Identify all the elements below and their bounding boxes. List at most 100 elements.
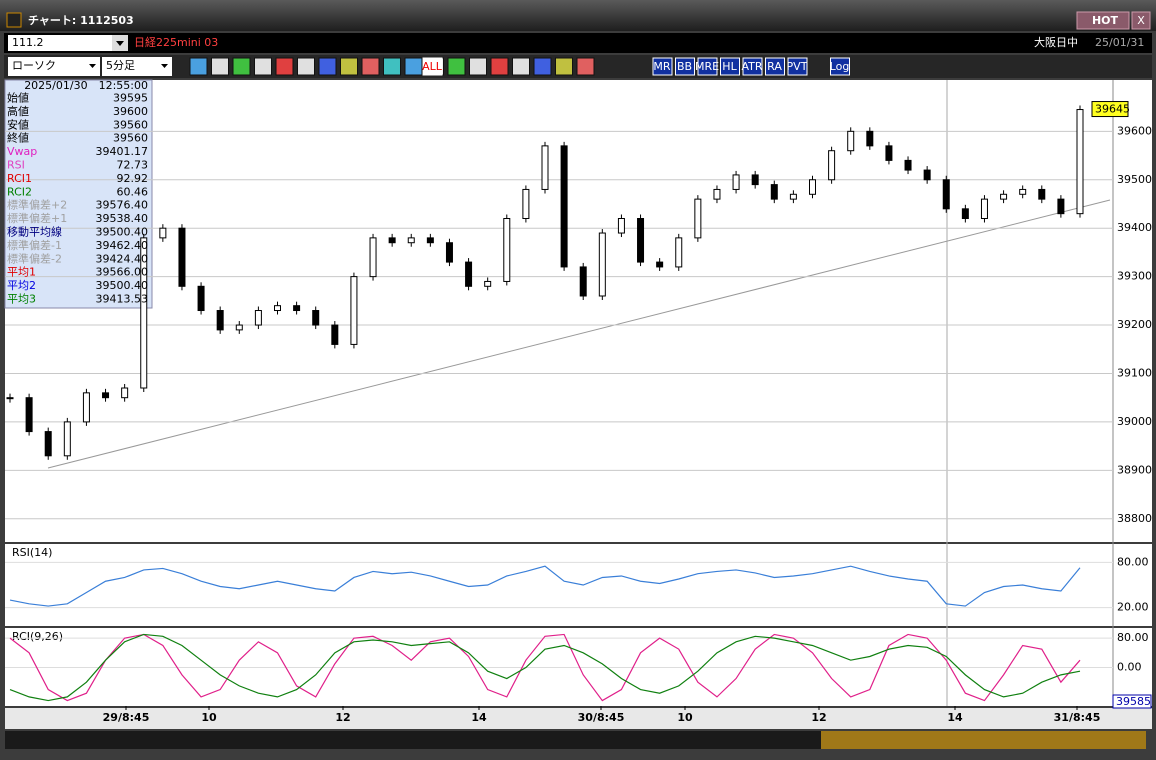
interval-select[interactable] xyxy=(102,57,172,76)
candle xyxy=(197,285,205,312)
tool-icon[interactable] xyxy=(275,57,294,76)
candle xyxy=(770,184,778,200)
tool-icon[interactable] xyxy=(189,57,208,76)
tool-icon[interactable] xyxy=(555,57,573,76)
panel-title: RSI(14) xyxy=(12,546,52,559)
candle xyxy=(1038,188,1046,200)
candle xyxy=(617,218,625,234)
candle xyxy=(656,261,664,268)
tool-button[interactable] xyxy=(675,57,695,76)
tool-label[interactable]: RA xyxy=(767,60,782,73)
hot-button[interactable] xyxy=(1076,11,1130,30)
candle xyxy=(407,237,415,244)
y-tick-label: 0.00 xyxy=(1117,661,1142,674)
code-text[interactable]: 111.2 xyxy=(12,36,44,49)
tool-button[interactable] xyxy=(830,57,850,76)
info-value: 39576.40 xyxy=(96,199,149,212)
y-tick-label: 20.00 xyxy=(1117,601,1149,614)
scroll-track[interactable] xyxy=(5,731,821,749)
x-tick-label: 30/8:45 xyxy=(578,711,625,724)
tool-icon[interactable] xyxy=(383,57,401,76)
tool-button[interactable] xyxy=(697,57,718,76)
tool-icon[interactable] xyxy=(211,57,229,76)
candle xyxy=(1019,188,1027,195)
code-input[interactable] xyxy=(8,35,112,51)
candle xyxy=(140,237,148,389)
tool-icon[interactable] xyxy=(447,57,466,76)
candle xyxy=(121,387,129,399)
y-tick-label: 39000 xyxy=(1117,415,1152,428)
tool-icon[interactable] xyxy=(490,57,509,76)
tool-icon[interactable] xyxy=(318,57,337,76)
tool-icon[interactable] xyxy=(254,57,272,76)
scroll-thumb[interactable] xyxy=(821,731,1146,749)
info-value: 39566.00 xyxy=(96,266,149,279)
tool-icon[interactable] xyxy=(469,57,487,76)
last-price-box xyxy=(1091,101,1129,118)
y-tick-label: 39400 xyxy=(1117,221,1152,234)
tool-icon[interactable] xyxy=(232,57,251,76)
tool-label[interactable]: Log xyxy=(830,60,850,73)
tool-icon[interactable] xyxy=(533,57,552,76)
candle xyxy=(598,232,606,297)
info-label: 標準偏差-2 xyxy=(7,251,62,265)
candle xyxy=(503,218,511,282)
interval-text[interactable]: 5分足 xyxy=(106,59,135,72)
tool-icon[interactable] xyxy=(340,57,358,76)
candle xyxy=(675,237,683,268)
tool-icon[interactable] xyxy=(512,57,530,76)
candle xyxy=(25,397,33,433)
info-value: 39424.40 xyxy=(96,252,149,265)
tool-label[interactable]: BB xyxy=(677,60,692,73)
kind-text[interactable]: ローソク xyxy=(12,59,56,72)
candle xyxy=(694,198,702,239)
tool-icon[interactable] xyxy=(361,57,380,76)
y-tick-label: 80.00 xyxy=(1117,631,1149,644)
window-title: チャート: 1112503 xyxy=(28,14,134,27)
kind-select[interactable] xyxy=(8,57,100,76)
candle xyxy=(44,431,52,457)
tool-icon[interactable] xyxy=(297,57,315,76)
tool-label[interactable]: HL xyxy=(722,60,737,73)
candle xyxy=(579,266,587,297)
tool-button[interactable] xyxy=(787,57,808,76)
candle xyxy=(789,193,797,200)
candle xyxy=(274,305,281,312)
y-tick-label: 38800 xyxy=(1117,512,1152,525)
info-label: RCI2 xyxy=(7,185,32,198)
app-icon xyxy=(6,12,22,28)
last-price-label: 39645 xyxy=(1095,103,1130,116)
x-tick-label: 29/8:45 xyxy=(103,711,150,724)
candle xyxy=(178,227,186,287)
info-label: 高値 xyxy=(7,104,29,118)
tool-label[interactable]: ALL xyxy=(422,60,443,73)
candle xyxy=(713,188,721,200)
close-label[interactable]: X xyxy=(1137,14,1145,27)
tool-label[interactable]: MR xyxy=(653,60,670,73)
tool-button[interactable] xyxy=(742,57,763,76)
tool-button[interactable] xyxy=(422,57,443,76)
tool-button[interactable] xyxy=(765,57,785,76)
candle xyxy=(866,130,874,147)
info-value: 39462.40 xyxy=(96,239,149,252)
info-label: 平均1 xyxy=(7,266,36,279)
candle xyxy=(751,174,759,186)
tool-label[interactable]: MRE xyxy=(695,60,719,73)
candle xyxy=(350,276,358,345)
tool-icon[interactable] xyxy=(576,57,595,76)
info-value: 39401.17 xyxy=(96,145,149,158)
close-button[interactable] xyxy=(1131,11,1151,30)
tool-button[interactable] xyxy=(720,57,740,76)
tool-label[interactable]: PVT xyxy=(787,60,808,73)
info-value: 92.92 xyxy=(117,172,149,185)
hot-label[interactable]: HOT xyxy=(1092,14,1119,27)
candle xyxy=(388,237,396,244)
y-tick-label: 39100 xyxy=(1117,366,1152,379)
info-time: 2025/01/30 12:55:00 xyxy=(24,79,148,92)
tool-icon[interactable] xyxy=(404,57,423,76)
trend-line xyxy=(47,199,1111,469)
tool-button[interactable] xyxy=(652,57,673,76)
candle xyxy=(560,145,568,268)
tool-label[interactable]: ATR xyxy=(741,60,762,73)
